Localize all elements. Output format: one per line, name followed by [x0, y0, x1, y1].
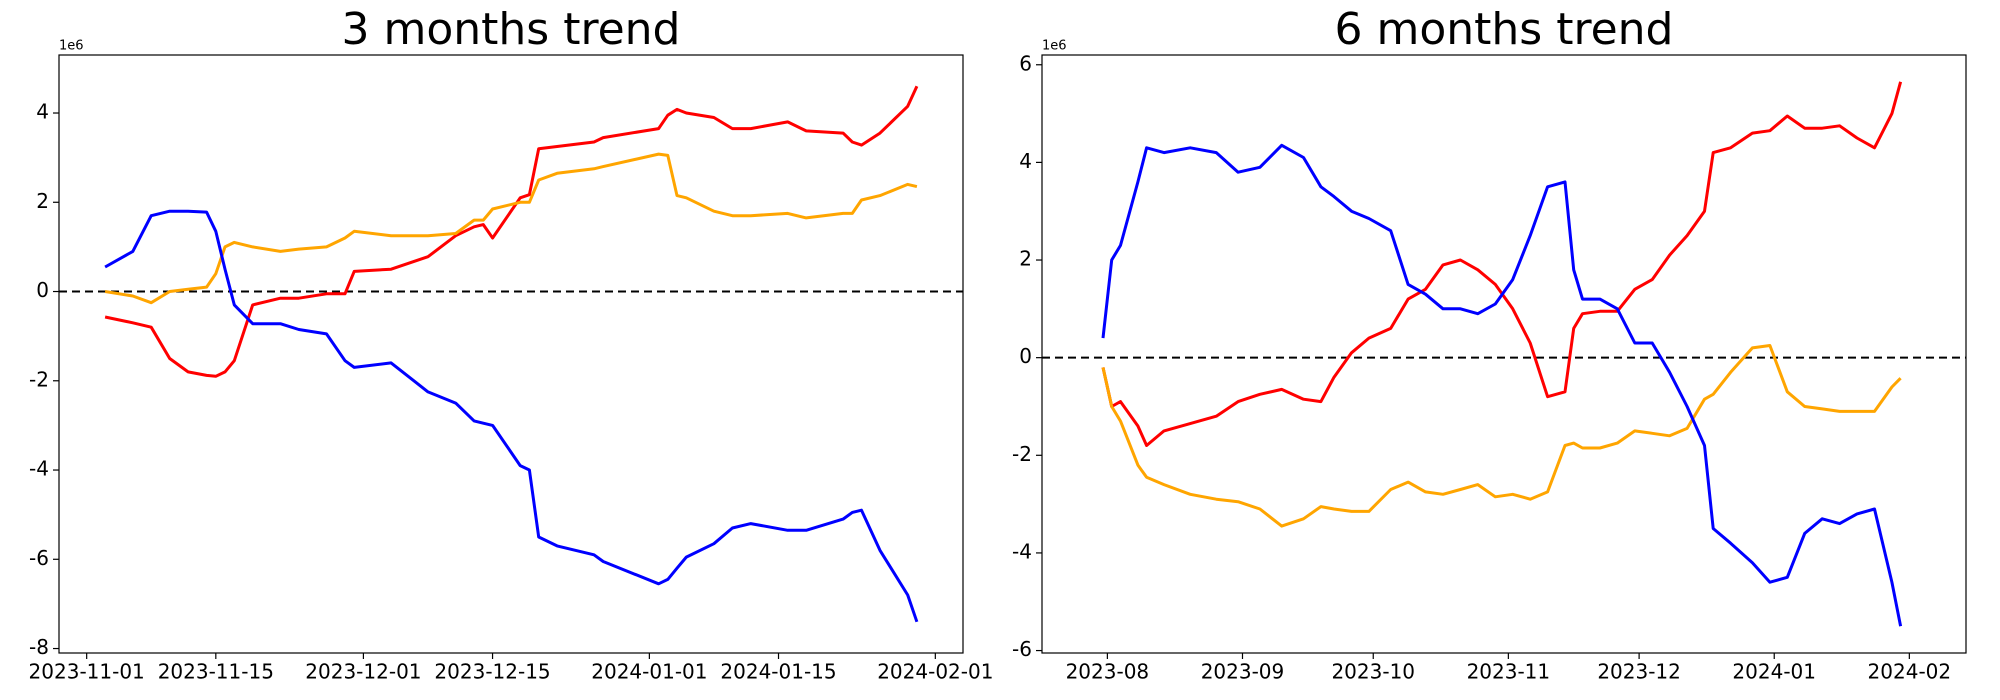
axis-offset-label: 1e6 — [59, 39, 84, 54]
x-tick-label: 2023-12 — [1597, 660, 1681, 684]
series-line — [1101, 143, 1903, 627]
y-tick-label: 2 — [1019, 247, 1032, 271]
series-line — [104, 152, 918, 305]
x-tick-label: 2023-12-01 — [305, 660, 421, 684]
x-tick-label: 2023-08 — [1066, 660, 1150, 684]
x-tick-label: 2024-02-01 — [877, 660, 993, 684]
x-tick-label: 2024-02 — [1868, 660, 1952, 684]
x-tick-label: 2024-01 — [1732, 660, 1816, 684]
y-tick-label: 4 — [1019, 149, 1032, 173]
y-tick-label: 2 — [36, 189, 49, 213]
y-tick-label: -2 — [1012, 442, 1032, 466]
y-tick-label: -8 — [29, 635, 49, 659]
plot-frame — [58, 54, 964, 654]
x-tick-label: 2023-11 — [1467, 660, 1551, 684]
y-tick-label: -4 — [1012, 539, 1032, 563]
series-line — [104, 85, 919, 378]
y-tick-label: 4 — [36, 100, 49, 124]
x-tick-label: 2023-10 — [1331, 660, 1415, 684]
plot-frame — [1041, 54, 1967, 654]
y-tick-label: 0 — [1019, 344, 1032, 368]
series-line — [104, 209, 919, 623]
series-line — [1101, 344, 1902, 528]
y-tick-label: -6 — [29, 546, 49, 570]
x-tick-label: 2023-11-15 — [158, 660, 274, 684]
series-line — [1101, 81, 1903, 447]
y-tick-label: -6 — [1012, 637, 1032, 661]
y-tick-label: 0 — [36, 278, 49, 302]
chart-title: 3 months trend — [342, 4, 681, 55]
x-tick-label: 2023-12-15 — [434, 660, 550, 684]
x-tick-label: 2024-01-15 — [720, 660, 836, 684]
y-tick-label: -2 — [29, 367, 49, 391]
x-tick-label: 2023-09 — [1201, 660, 1285, 684]
x-tick-label: 2024-01-01 — [591, 660, 707, 684]
y-tick-label: -4 — [29, 457, 49, 481]
chart-title: 6 months trend — [1335, 4, 1674, 55]
y-tick-label: 6 — [1019, 51, 1032, 75]
axis-offset-label: 1e6 — [1042, 39, 1067, 54]
x-tick-label: 2023-11-01 — [29, 660, 145, 684]
